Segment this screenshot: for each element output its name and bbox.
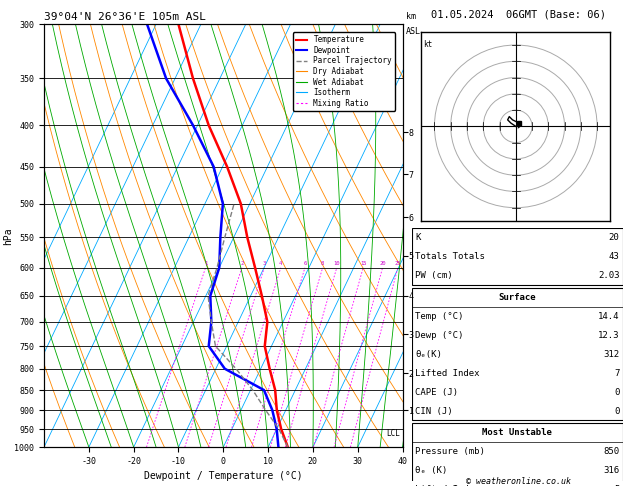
Text: 01.05.2024  06GMT (Base: 06): 01.05.2024 06GMT (Base: 06) xyxy=(431,9,606,19)
Text: Pressure (mb): Pressure (mb) xyxy=(415,447,485,456)
Text: Most Unstable: Most Unstable xyxy=(482,428,552,437)
Text: CAPE (J): CAPE (J) xyxy=(415,387,458,397)
Text: Lifted Index: Lifted Index xyxy=(415,485,480,486)
Text: 15: 15 xyxy=(360,260,367,266)
Bar xyxy=(412,228,623,285)
Text: 0: 0 xyxy=(614,387,620,397)
Text: 2.03: 2.03 xyxy=(598,271,620,280)
Text: 39°04'N 26°36'E 105m ASL: 39°04'N 26°36'E 105m ASL xyxy=(44,12,206,22)
Text: K: K xyxy=(415,233,421,243)
Text: 43: 43 xyxy=(609,252,620,261)
Text: 850: 850 xyxy=(603,447,620,456)
Text: 3: 3 xyxy=(263,260,266,266)
Bar xyxy=(412,423,623,486)
Text: 1: 1 xyxy=(204,260,207,266)
Text: 316: 316 xyxy=(603,466,620,475)
Text: Temp (°C): Temp (°C) xyxy=(415,312,464,321)
Text: 4: 4 xyxy=(279,260,282,266)
Text: θₑ (K): θₑ (K) xyxy=(415,466,447,475)
Text: Lifted Index: Lifted Index xyxy=(415,368,480,378)
Text: 8: 8 xyxy=(321,260,325,266)
Text: 312: 312 xyxy=(603,349,620,359)
Legend: Temperature, Dewpoint, Parcel Trajectory, Dry Adiabat, Wet Adiabat, Isotherm, Mi: Temperature, Dewpoint, Parcel Trajectory… xyxy=(293,33,395,111)
Bar xyxy=(412,288,623,420)
Text: 5: 5 xyxy=(614,485,620,486)
Text: Surface: Surface xyxy=(499,293,536,302)
X-axis label: Dewpoint / Temperature (°C): Dewpoint / Temperature (°C) xyxy=(144,471,303,482)
Text: PW (cm): PW (cm) xyxy=(415,271,453,280)
Text: 20: 20 xyxy=(379,260,386,266)
Text: 25: 25 xyxy=(394,260,401,266)
Text: kt: kt xyxy=(423,40,432,49)
Text: 6: 6 xyxy=(303,260,306,266)
Text: 2: 2 xyxy=(240,260,243,266)
Text: 12.3: 12.3 xyxy=(598,330,620,340)
Text: Dewp (°C): Dewp (°C) xyxy=(415,330,464,340)
Text: CIN (J): CIN (J) xyxy=(415,406,453,416)
Text: 20: 20 xyxy=(609,233,620,243)
Text: © weatheronline.co.uk: © weatheronline.co.uk xyxy=(467,477,571,486)
Text: 0: 0 xyxy=(614,406,620,416)
Text: LCL: LCL xyxy=(386,429,400,438)
Text: θₑ(K): θₑ(K) xyxy=(415,349,442,359)
Text: km: km xyxy=(406,13,416,21)
Text: Totals Totals: Totals Totals xyxy=(415,252,485,261)
Text: 7: 7 xyxy=(614,368,620,378)
Text: 10: 10 xyxy=(333,260,340,266)
Text: ASL: ASL xyxy=(406,27,421,36)
Y-axis label: hPa: hPa xyxy=(3,227,13,244)
Text: 14.4: 14.4 xyxy=(598,312,620,321)
